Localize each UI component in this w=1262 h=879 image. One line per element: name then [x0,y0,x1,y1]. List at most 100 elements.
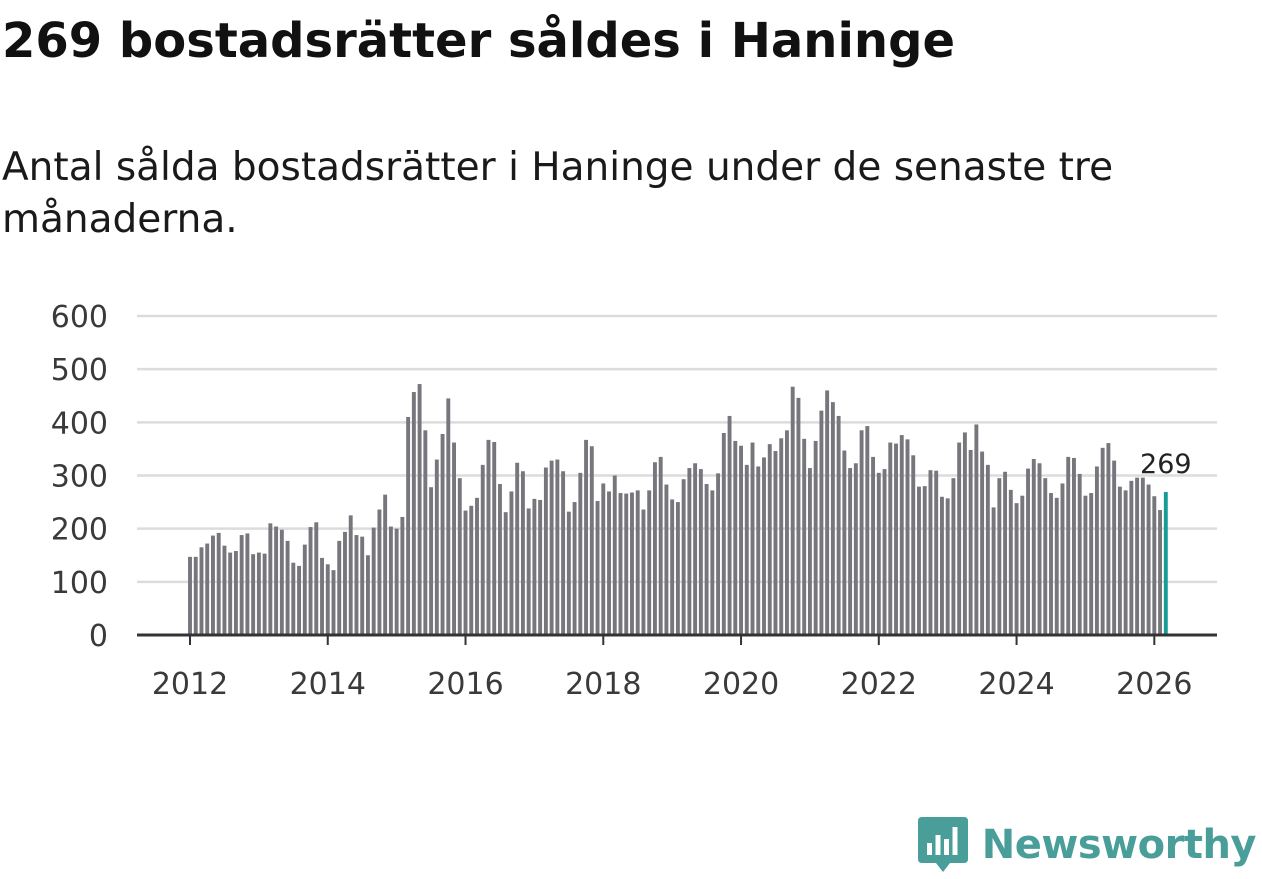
y-axis-ticks: 0 100 200 300 400 500 600 [51,300,108,654]
bar [211,535,215,635]
bar [262,553,267,635]
bar [268,523,273,635]
bar [1158,510,1163,635]
bar [968,449,973,635]
bar [1123,490,1128,635]
bar [1054,497,1059,635]
bar [957,442,962,635]
bar [343,531,347,635]
bar [733,440,738,635]
bar [693,463,698,635]
bar [566,511,571,635]
bar [325,564,330,635]
bar [1008,489,1013,635]
bar [377,509,382,635]
x-tick-label: 2012 [152,667,228,702]
bar [1026,468,1030,635]
bar [515,462,520,635]
bar [1060,483,1065,635]
x-tick-label: 2026 [1116,667,1192,702]
bar [888,442,893,635]
bar [974,424,979,635]
bar [480,464,485,635]
bar [830,402,835,635]
bar [400,516,405,635]
bar [1094,466,1099,635]
y-tick-label: 600 [51,300,108,335]
bar [314,522,319,635]
bar [188,556,192,635]
latest-value-label: 269 [1140,449,1192,480]
x-tick-label: 2022 [841,667,917,702]
bar [239,535,244,635]
bar [624,493,629,635]
bar [652,462,657,635]
bar [997,478,1002,635]
bar [762,457,766,635]
bar [365,555,370,635]
y-tick-label: 100 [51,566,108,601]
bar [917,486,921,635]
y-tick-label: 200 [51,513,108,548]
bar [1117,486,1122,635]
bar [1037,463,1042,635]
bar [429,487,434,635]
bar [222,545,227,635]
bar [894,443,898,635]
bar [658,456,663,635]
bar [1072,457,1076,635]
bar [807,468,812,635]
bar [773,451,778,635]
bar [1043,478,1048,635]
bar [589,446,594,635]
bar [1140,477,1145,635]
bar [383,494,388,635]
bar [727,415,732,635]
bar [457,478,462,635]
bar [578,472,583,635]
bar [962,432,967,635]
x-tick-label: 2018 [565,667,641,702]
bar [1135,477,1140,635]
bar [635,490,640,635]
bar [486,439,491,635]
bar [360,536,365,635]
y-tick-label: 500 [51,353,108,388]
bar [871,456,876,635]
bar [1014,503,1019,635]
bar [354,535,359,635]
bar [205,543,210,635]
bar [675,502,680,635]
chart-title: 269 bostadsrätter såldes i Haninge [2,13,956,69]
bar [630,492,634,635]
bar [934,470,939,635]
bar [739,445,743,635]
bar [434,459,439,635]
bar [1020,495,1025,635]
bar [406,417,411,635]
bar [452,442,456,635]
bar [985,464,990,635]
bar [716,473,721,635]
x-tick-label: 2014 [290,667,366,702]
bar [549,460,554,635]
bar [721,432,726,635]
bar [836,415,841,635]
bar [561,471,566,635]
bar [308,527,313,635]
bar [744,464,749,635]
bar [394,528,399,635]
bar [538,499,543,635]
bar [785,430,789,635]
bar [320,557,324,635]
bar [1100,447,1105,635]
bar [939,496,944,635]
bar [1106,443,1111,635]
bar [285,540,290,635]
chart-subtitle: Antal sålda bostadsrätter i Haninge unde… [2,145,1114,242]
brand-name: Newsworthy [981,822,1257,868]
bar [498,484,502,635]
bar [698,469,703,635]
bar [411,392,416,635]
bar [687,468,692,635]
